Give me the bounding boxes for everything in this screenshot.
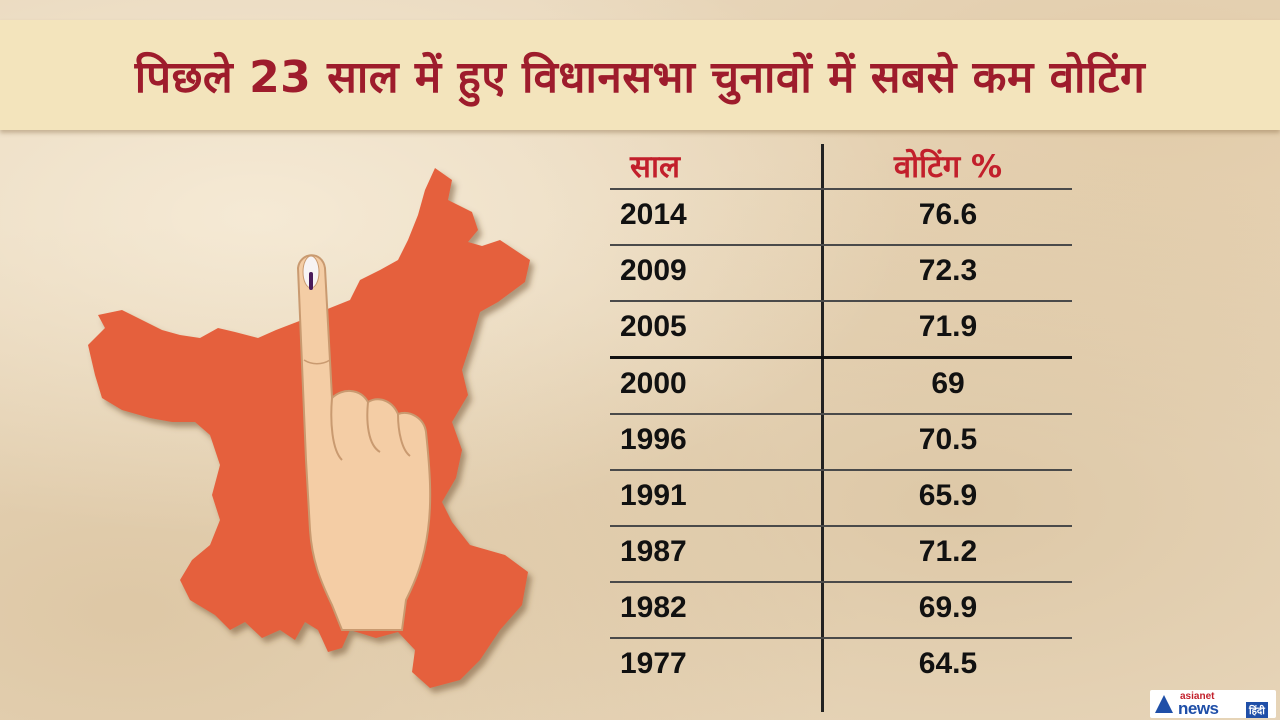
table-row: 2000 69 xyxy=(610,356,1072,415)
year-cell: 1996 xyxy=(620,423,687,456)
column-divider xyxy=(821,144,824,712)
year-cell: 1991 xyxy=(620,479,687,512)
voting-cell: 72.3 xyxy=(918,254,978,287)
voting-cell: 71.9 xyxy=(918,310,978,343)
voting-cell: 64.5 xyxy=(918,647,978,680)
logo-small-text: asianet xyxy=(1180,691,1215,702)
year-cell: 2009 xyxy=(620,254,687,287)
year-cell: 1977 xyxy=(620,647,687,680)
year-cell: 2000 xyxy=(620,367,687,400)
voting-cell: 65.9 xyxy=(918,479,978,512)
voting-finger-icon xyxy=(296,254,432,631)
voting-cell: 71.2 xyxy=(918,535,978,568)
year-cell: 1982 xyxy=(620,591,687,624)
table-row: 2009 72.3 xyxy=(610,244,1072,302)
voting-cell: 70.5 xyxy=(918,423,978,456)
title-banner: पिछले 23 साल में हुए विधानसभा चुनावों मे… xyxy=(0,20,1280,130)
column-header-voting: वोटिंग % xyxy=(893,149,1003,185)
voting-table: साल वोटिंग % 2014 76.6 2009 72.3 2005 71… xyxy=(610,140,1072,715)
table-row: 1982 69.9 xyxy=(610,581,1072,639)
state-map-icon xyxy=(88,168,530,688)
voting-cell: 76.6 xyxy=(918,198,978,231)
voting-cell: 69 xyxy=(931,367,965,400)
year-cell: 2014 xyxy=(620,198,687,231)
table-row: 1991 65.9 xyxy=(610,469,1072,527)
brand-logo: asianet news हिंदी xyxy=(1150,690,1276,718)
logo-big-text: news xyxy=(1178,699,1219,718)
year-cell: 1987 xyxy=(620,535,687,568)
table-row: 1977 64.5 xyxy=(610,637,1072,695)
logo-tag: हिंदी xyxy=(1246,702,1268,718)
table-row: 1996 70.5 xyxy=(610,413,1072,471)
voting-cell: 69.9 xyxy=(918,591,978,624)
table-row: 1987 71.2 xyxy=(610,525,1072,583)
table-row: 2014 76.6 xyxy=(610,188,1072,246)
table-row: 2005 71.9 xyxy=(610,300,1072,358)
page-title: पिछले 23 साल में हुए विधानसभा चुनावों मे… xyxy=(134,52,1146,103)
logo-triangle-icon xyxy=(1155,695,1173,713)
column-header-year: साल xyxy=(630,149,681,185)
year-cell: 2005 xyxy=(620,310,687,343)
